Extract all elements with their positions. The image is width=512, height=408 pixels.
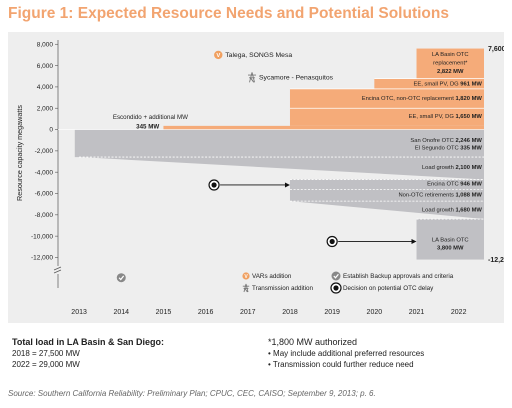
addition-bar <box>289 88 484 109</box>
addition-label: Escondido + additional MW <box>113 114 188 121</box>
axis-break <box>53 266 62 271</box>
source-citation: Source: Southern California Reliability:… <box>8 389 376 398</box>
need-label: Encina OTC 946 MW <box>427 182 482 188</box>
legend-label: Establish Backup approvals and criteria <box>343 273 454 280</box>
addition-label: LA Basin OTC <box>432 52 469 58</box>
addition-label: replacement* <box>433 61 468 67</box>
y-tick-label: 8,000 <box>37 41 54 48</box>
need-growth-area <box>79 157 484 180</box>
check-icon <box>116 273 126 283</box>
total-load-2022: 2022 = 29,000 MW <box>12 360 80 369</box>
y-tick-label: -10,000 <box>31 233 53 240</box>
x-tick-label: 2017 <box>240 309 256 316</box>
x-tick-label: 2020 <box>367 309 383 316</box>
total-load-heading: Total load in LA Basin & San Diego: <box>12 337 165 347</box>
legend-var-icon <box>242 272 250 280</box>
resource-needs-chart: 8,000 6,000 4,000 2,000 0 -2,000 -4,000 -6,000 -… <box>15 40 504 316</box>
legend-label: VARs addition <box>252 273 292 280</box>
transmission-tower-icon-shape <box>248 72 257 83</box>
x-tick-label: 2019 <box>324 309 340 316</box>
x-tick-label: 2021 <box>409 309 425 316</box>
total-load-note: Total load in LA Basin & San Diego: 2018… <box>12 337 242 370</box>
addition-label: EE, small PV, DG 1,650 MW <box>409 114 483 120</box>
y-tick-label: 6,000 <box>37 63 54 70</box>
chart-area: 8,000 6,000 4,000 2,000 0 -2,000 -4,000 -6,000 -… <box>8 32 504 323</box>
x-tick-label: 2018 <box>282 309 298 316</box>
need-bar <box>416 219 484 260</box>
talega-label: Talega, SONGS Mesa <box>225 52 292 59</box>
var-icon <box>214 50 223 60</box>
addition-value: 345 MW <box>136 123 159 130</box>
decision-arrowhead <box>411 238 417 244</box>
need-label: LA Basin OTC <box>432 237 469 243</box>
need-label: San Onofre OTC 2,246 MW <box>410 138 482 144</box>
legend-var-icon-glyph: V <box>244 274 248 280</box>
need-label: Load growth 1,680 MW <box>422 208 482 214</box>
x-tick-label: 2016 <box>198 309 214 316</box>
total-top-label: 7,600 MW <box>488 46 504 53</box>
need-label: Load growth 2,100 MW <box>422 165 482 171</box>
legend-decision-icon-dot <box>333 285 339 291</box>
addition-bar <box>416 48 484 79</box>
y-tick-label: -12,000 <box>31 255 53 262</box>
y-tick-label: -4,000 <box>35 169 54 176</box>
y-tick-label: 2,000 <box>37 105 54 112</box>
need-label: Non-OTC retirements 1,088 MW <box>398 193 482 199</box>
need-label: El Segundo OTC 335 MW <box>415 145 483 151</box>
addition-value: 2,822 MW <box>437 69 464 75</box>
legend-tower-icon <box>242 283 250 293</box>
need-value: 3,800 MW <box>437 245 464 251</box>
addition-bar <box>289 108 484 126</box>
decision-arrowhead <box>284 182 290 188</box>
var-icon-glyph: V <box>216 53 220 59</box>
authorized-bullet-2: • Transmission could further reduce need <box>268 360 414 369</box>
legend-tower-icon-shape <box>242 283 250 293</box>
authorized-heading: *1,800 MW authorized <box>268 337 358 347</box>
y-tick-label: -6,000 <box>35 191 54 198</box>
axis-break <box>53 269 62 274</box>
addition-bar <box>163 125 484 130</box>
y-tick-label: 0 <box>49 127 53 134</box>
need-bar <box>74 129 485 158</box>
total-bottom-label: -12,200 MW <box>488 257 504 264</box>
y-tick-label: -8,000 <box>35 212 54 219</box>
decision-icon-dot <box>329 238 335 245</box>
legend-check-icon-mark <box>333 273 339 279</box>
x-tick-label: 2015 <box>156 309 172 316</box>
authorized-bullet-1: • May include additional preferred resou… <box>268 349 425 358</box>
legend-label: Decision on potential OTC delay <box>343 285 434 292</box>
need-bar <box>289 189 484 202</box>
check-icon-mark <box>118 275 125 281</box>
total-load-2018: 2018 = 27,500 MW <box>12 349 80 358</box>
y-tick-label: -2,000 <box>35 148 54 155</box>
y-axis-label: Resource capacity megawatts <box>15 105 24 201</box>
addition-bar <box>374 78 484 89</box>
x-tick-label: 2013 <box>71 309 87 316</box>
x-tick-label: 2022 <box>451 309 467 316</box>
sycamore-label: Sycamore - Penasquitos <box>259 75 334 82</box>
y-tick-label: 4,000 <box>37 84 54 91</box>
transmission-tower-icon <box>248 72 257 83</box>
legend-label: Transmission addition <box>252 285 314 292</box>
addition-label: Encina OTC, non-OTC replacement 1,820 MW <box>362 96 483 102</box>
authorized-note: *1,800 MW authorized • May include addit… <box>268 337 504 370</box>
figure-title: Figure 1: Expected Resource Needs and Po… <box>8 5 449 22</box>
decision-icon-dot <box>211 182 217 188</box>
need-bar <box>289 179 484 190</box>
legend-check-icon <box>331 271 341 281</box>
need-growth-area <box>289 201 484 220</box>
x-tick-label: 2014 <box>113 309 129 316</box>
addition-label: EE, small PV, DG 961 MW <box>413 81 482 87</box>
